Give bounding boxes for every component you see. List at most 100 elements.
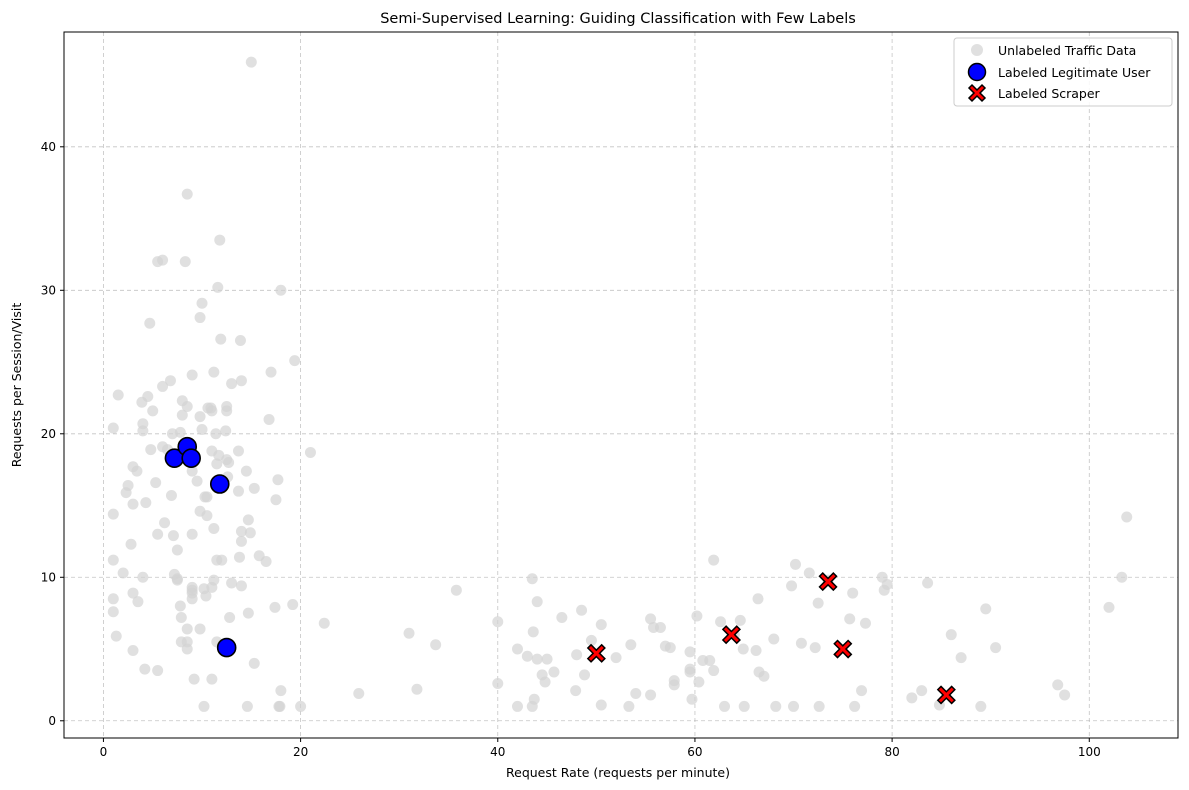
unlabeled-point (235, 580, 247, 592)
unlabeled-point (272, 474, 284, 486)
unlabeled-point (214, 234, 226, 246)
unlabeled-point (175, 611, 187, 623)
unlabeled-point (789, 558, 801, 570)
unlabeled-point (137, 571, 149, 583)
unlabeled-point (181, 623, 193, 635)
unlabeled-point (196, 423, 208, 435)
unlabeled-point (511, 700, 523, 712)
x-tick-label: 80 (884, 745, 899, 759)
unlabeled-point (531, 653, 543, 665)
unlabeled-point (194, 312, 206, 324)
points-layer (107, 56, 1133, 712)
legend-label-scraper: Labeled Scraper (998, 86, 1101, 101)
unlabeled-point (174, 426, 186, 438)
unlabeled-point (265, 366, 277, 378)
unlabeled-point (684, 663, 696, 675)
unlabeled-point (188, 673, 200, 685)
unlabeled-point (492, 677, 504, 689)
unlabeled-point (645, 689, 657, 701)
unlabeled-point (813, 700, 825, 712)
unlabeled-point (630, 688, 642, 700)
unlabeled-point (208, 366, 220, 378)
unlabeled-point (795, 637, 807, 649)
unlabeled-point (287, 599, 299, 611)
x-tick-label: 20 (293, 745, 308, 759)
unlabeled-point (1116, 571, 1128, 583)
unlabeled-point (152, 528, 164, 540)
unlabeled-point (248, 657, 260, 669)
unlabeled-point (576, 604, 588, 616)
unlabeled-point (181, 636, 193, 648)
unlabeled-point (176, 409, 188, 421)
y-tick-label: 20 (41, 427, 56, 441)
unlabeled-point (770, 700, 782, 712)
unlabeled-point (906, 692, 918, 704)
unlabeled-point (144, 317, 156, 329)
unlabeled-point (881, 578, 893, 590)
unlabeled-point (232, 445, 244, 457)
unlabeled-point (191, 475, 203, 487)
scraper-point (936, 685, 956, 705)
unlabeled-point (450, 584, 462, 596)
unlabeled-point (165, 489, 177, 501)
unlabeled-point (625, 639, 637, 651)
unlabeled-point (216, 554, 228, 566)
unlabeled-point (147, 405, 159, 417)
unlabeled-point (201, 491, 213, 503)
unlabeled-point (226, 378, 238, 390)
unlabeled-point (541, 653, 553, 665)
unlabeled-point (220, 425, 232, 437)
unlabeled-point (548, 666, 560, 678)
unlabeled-point (269, 601, 281, 613)
unlabeled-point (492, 616, 504, 628)
unlabeled-point (107, 593, 119, 605)
unlabeled-point (645, 613, 657, 625)
unlabeled-point (318, 617, 330, 629)
unlabeled-point (127, 644, 139, 656)
unlabeled-point (847, 587, 859, 599)
unlabeled-point (186, 593, 198, 605)
unlabeled-point (750, 644, 762, 656)
unlabeled-point (353, 688, 365, 700)
unlabeled-point (117, 567, 129, 579)
unlabeled-point (684, 646, 696, 658)
y-tick-label: 30 (41, 283, 56, 297)
unlabeled-point (304, 446, 316, 458)
unlabeled-point (528, 693, 540, 705)
unlabeled-point (223, 456, 235, 468)
unlabeled-point (289, 355, 301, 367)
unlabeled-point (211, 458, 223, 470)
unlabeled-point (539, 676, 551, 688)
unlabeled-point (916, 685, 928, 697)
unlabeled-point (654, 622, 666, 634)
legend-box (953, 37, 1173, 107)
unlabeled-point (164, 375, 176, 387)
unlabeled-point (715, 616, 727, 628)
unlabeled-point (704, 655, 716, 667)
unlabeled-point (758, 670, 770, 682)
unlabeled-point (708, 554, 720, 566)
unlabeled-point (571, 649, 583, 661)
unlabeled-point (248, 482, 260, 494)
unlabeled-point (212, 281, 224, 293)
y-axis-label: Requests per Session/Visit (9, 303, 24, 468)
unlabeled-point (142, 390, 154, 402)
unlabeled-point (125, 538, 137, 550)
unlabeled-point (107, 422, 119, 434)
unlabeled-point (263, 413, 275, 425)
unlabeled-point (752, 593, 764, 605)
grid (64, 32, 1178, 738)
legitimate-user-point (181, 448, 201, 468)
unlabeled-point (210, 428, 222, 440)
unlabeled-point (186, 528, 198, 540)
unlabeled-point (208, 574, 220, 586)
unlabeled-point (585, 634, 597, 646)
x-tick-label: 0 (100, 745, 108, 759)
unlabeled-point (127, 587, 139, 599)
unlabeled-point (241, 700, 253, 712)
x-axis-label: Request Rate (requests per minute) (506, 765, 730, 780)
unlabeled-point (270, 494, 282, 506)
legend-marker-legitimate (967, 62, 987, 82)
unlabeled-point (221, 401, 233, 413)
